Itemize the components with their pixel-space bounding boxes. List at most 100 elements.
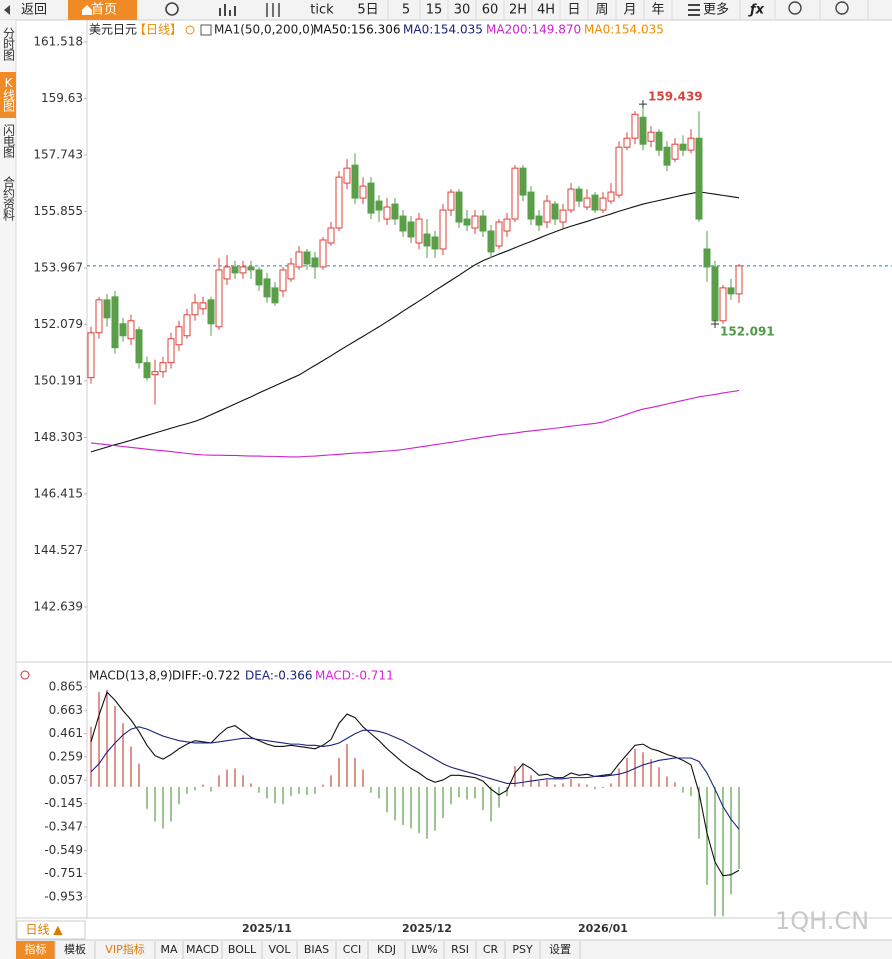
y-tick-label: 0.865	[49, 679, 83, 693]
bottom-tab[interactable]: MA	[160, 943, 177, 956]
candle-body	[151, 371, 159, 376]
candle-body	[471, 215, 479, 229]
toolbar-button[interactable]: 周	[595, 3, 608, 18]
y-tick-label: 146.415	[33, 486, 83, 500]
candle-body	[87, 332, 95, 379]
toolbar-button[interactable]: 2H	[509, 3, 527, 18]
bottom-tab[interactable]: LW%	[411, 943, 437, 956]
y-tick-label: 159.63	[41, 91, 83, 105]
candle-body	[215, 269, 223, 328]
bottom-tab[interactable]: CCI	[343, 943, 362, 956]
bottom-tab[interactable]: BIAS	[304, 943, 329, 956]
bottom-tab[interactable]: 指标	[25, 942, 47, 956]
candle-body	[279, 269, 287, 292]
toolbar-button[interactable]: 4H	[537, 3, 555, 18]
candle-body	[495, 221, 503, 247]
home-icon[interactable]	[82, 5, 92, 15]
bottom-tab[interactable]: CR	[483, 943, 499, 956]
toolbar-button[interactable]: 返回	[21, 3, 47, 18]
instrument-title: 美元日元	[89, 23, 137, 37]
candle-body	[407, 221, 415, 238]
toolbar-button[interactable]: 月	[623, 3, 636, 18]
toolbar-button[interactable]: 60	[482, 3, 499, 18]
toolbar-button[interactable]: 更多	[703, 2, 729, 18]
y-tick-label: 157.743	[33, 147, 83, 161]
toolbar-button[interactable]: 30	[454, 3, 471, 18]
candle-body	[535, 215, 543, 226]
toolbar-button[interactable]: 日	[567, 3, 580, 18]
bottom-tab[interactable]: PSY	[512, 943, 533, 956]
candle-body	[359, 185, 367, 199]
candle-body	[559, 209, 567, 223]
toolbar-button[interactable]: ƒx	[748, 3, 765, 18]
active-tab-bg[interactable]	[0, 72, 16, 118]
period-button[interactable]: 日线 ▲	[25, 923, 63, 937]
y-tick-label: 155.855	[33, 204, 83, 218]
side-tab[interactable]: 闪电图	[2, 124, 16, 158]
legend-entry: MA200:149.870	[486, 23, 581, 37]
candle-body	[399, 215, 407, 232]
y-tick-label: 0.461	[49, 726, 83, 740]
candle-body	[295, 251, 303, 268]
toolbar-button[interactable]: 5日	[357, 3, 378, 18]
candle-body	[647, 131, 655, 142]
toolbar-button[interactable]: 15	[426, 3, 443, 18]
toolbar-button[interactable]: 年	[651, 3, 664, 18]
candle-body	[671, 143, 679, 160]
legend-entry: MA50:156.306	[313, 23, 401, 37]
period-label: 【日线】	[134, 23, 182, 37]
toolbar-button[interactable]: 5	[402, 3, 410, 18]
bottom-tab[interactable]: KDJ	[377, 943, 396, 956]
candle-body	[111, 296, 119, 349]
refresh-icon[interactable]	[165, 2, 179, 16]
bottom-tab[interactable]: MACD	[186, 943, 219, 956]
candle-body	[583, 197, 591, 208]
candle-body	[183, 314, 191, 337]
candle-body	[687, 137, 695, 151]
candle-body	[351, 164, 359, 199]
candle-icon[interactable]	[266, 3, 280, 17]
candle-body	[95, 299, 103, 334]
bottom-tab[interactable]: 模板	[64, 942, 86, 956]
bottom-tab[interactable]: VOL	[268, 943, 291, 956]
candle-body	[607, 191, 615, 202]
y-tick-label: -0.347	[44, 819, 83, 833]
y-tick-label: -0.549	[44, 843, 83, 857]
legend-entry: MA0:154.035	[403, 23, 483, 37]
active-bottom-tab-bg[interactable]	[16, 941, 55, 959]
candle-body	[159, 362, 167, 373]
zoom-in-icon[interactable]	[835, 1, 849, 15]
toolbar-bg	[0, 0, 892, 20]
candle-body	[383, 206, 391, 220]
y-tick-label: 0.663	[49, 703, 83, 717]
macd-line	[90, 691, 740, 877]
sidebar-bg	[0, 20, 16, 959]
candle-body	[231, 266, 239, 274]
bottom-tab[interactable]: BOLL	[228, 943, 257, 956]
back-icon[interactable]	[4, 5, 10, 15]
zoom-out-icon[interactable]	[788, 1, 802, 15]
bottom-tab[interactable]: 设置	[549, 943, 571, 956]
period-button-bg[interactable]	[16, 920, 86, 940]
candle-body	[463, 218, 471, 226]
candle-body	[167, 338, 175, 364]
toolbar-button[interactable]: 首页	[91, 3, 117, 18]
side-tab[interactable]: 分时图	[2, 27, 16, 61]
candle-body	[271, 287, 279, 304]
side-tab[interactable]: K线图	[2, 76, 16, 112]
bottom-tab[interactable]: RSI	[451, 943, 469, 956]
candle-body	[431, 236, 439, 250]
candle-body	[591, 194, 599, 211]
side-tab[interactable]: 合约资料	[2, 175, 16, 221]
menu-icon[interactable]	[688, 4, 700, 16]
extreme-marker	[711, 320, 719, 329]
candle-body	[119, 323, 127, 337]
settings-icon[interactable]	[20, 670, 30, 680]
indicator-icon	[200, 24, 212, 36]
chart-icon[interactable]	[219, 4, 236, 16]
candle-body	[543, 200, 551, 223]
toolbar-button[interactable]: tick	[310, 3, 334, 18]
candle-body	[103, 299, 111, 319]
candle-body	[175, 326, 183, 346]
bottom-tab[interactable]: VIP指标	[105, 942, 144, 956]
